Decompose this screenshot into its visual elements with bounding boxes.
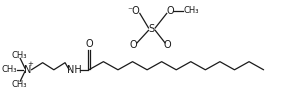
Text: CH₃: CH₃	[11, 51, 27, 60]
Text: O: O	[85, 39, 93, 49]
Text: O: O	[164, 40, 171, 50]
Text: O: O	[166, 6, 174, 16]
Text: CH₃: CH₃	[183, 6, 199, 15]
Text: NH: NH	[67, 65, 82, 75]
Text: N: N	[24, 65, 31, 75]
Text: ⁻O: ⁻O	[127, 6, 140, 16]
Text: O: O	[130, 40, 137, 50]
Text: CH₃: CH₃	[11, 80, 27, 88]
Text: CH₃: CH₃	[1, 65, 17, 74]
Text: +: +	[27, 61, 33, 67]
Text: S: S	[149, 24, 155, 34]
